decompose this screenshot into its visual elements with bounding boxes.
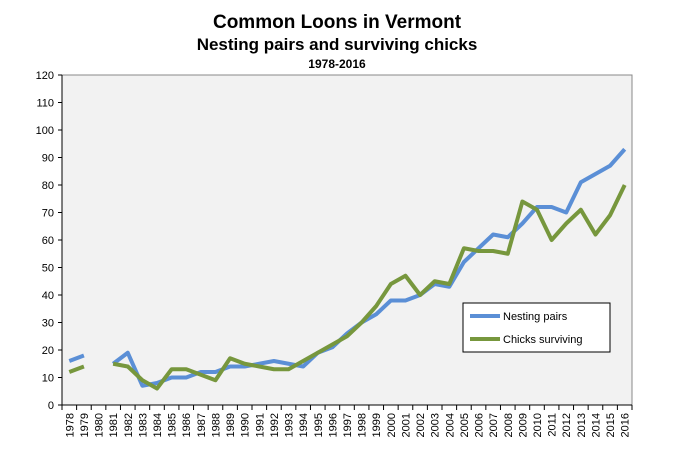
x-tick-label: 2010 — [532, 413, 544, 437]
x-tick-label: 2016 — [620, 413, 632, 437]
x-tick-label: 2011 — [547, 413, 559, 437]
x-tick-label: 1991 — [254, 413, 266, 437]
x-tick-label: 1998 — [357, 413, 369, 437]
x-tick-label: 2008 — [503, 413, 515, 437]
x-tick-label: 1986 — [181, 413, 193, 437]
x-tick-label: 1980 — [94, 413, 106, 437]
chart-year-range: 1978-2016 — [308, 57, 366, 71]
x-tick-label: 2013 — [576, 413, 588, 437]
y-tick-label: 110 — [36, 98, 54, 110]
y-tick-label: 40 — [42, 290, 54, 302]
x-tick-label: 1997 — [342, 413, 354, 437]
x-tick-label: 1999 — [371, 413, 383, 437]
x-tick-label: 2000 — [386, 413, 398, 437]
chart-title: Common Loons in Vermont — [212, 12, 462, 33]
legend: Nesting pairs Chicks surviving — [462, 302, 611, 353]
x-tick-label: 2009 — [517, 413, 529, 437]
x-tick-label: 1989 — [225, 413, 237, 437]
x-tick-label: 1984 — [152, 413, 164, 437]
y-tick-label: 100 — [36, 125, 54, 137]
x-tick-label: 1990 — [240, 413, 252, 437]
x-tick-label: 1987 — [196, 413, 208, 437]
x-tick-label: 2005 — [459, 413, 471, 437]
x-tick-label: 1995 — [313, 413, 325, 437]
x-tick-label: 1982 — [123, 413, 135, 437]
x-tick-label: 1981 — [108, 413, 120, 437]
x-tick-label: 1993 — [284, 413, 296, 437]
plot-area — [61, 74, 633, 406]
y-tick-label: 0 — [48, 400, 54, 412]
series-line — [68, 353, 85, 363]
x-tick-label: 2015 — [605, 413, 617, 437]
legend-label: Nesting pairs — [503, 311, 568, 323]
x-tick-label: 1988 — [210, 413, 222, 437]
x-tick-label: 1992 — [269, 413, 281, 437]
x-tick-label: 1978 — [64, 413, 76, 437]
x-tick-label: 1994 — [298, 413, 310, 437]
x-tick-label: 2006 — [474, 413, 486, 437]
y-tick-label: 30 — [42, 318, 54, 330]
y-tick-label: 10 — [42, 373, 54, 385]
y-tick-label: 20 — [42, 345, 54, 357]
y-tick-label: 120 — [36, 70, 54, 82]
x-tick-label: 1996 — [327, 413, 339, 437]
x-tick-label: 2007 — [488, 413, 500, 437]
x-tick-label: 1979 — [79, 413, 91, 437]
chart-subtitle: Nesting pairs and surviving chicks — [196, 35, 478, 54]
x-tick-label: 2012 — [561, 413, 573, 437]
x-tick-label: 1985 — [167, 413, 179, 437]
y-tick-label: 70 — [42, 208, 54, 220]
y-tick-label: 60 — [42, 235, 54, 247]
series-line — [68, 364, 85, 374]
x-tick-label: 2001 — [400, 413, 412, 437]
series-line — [112, 184, 627, 391]
legend-label: Chicks surviving — [503, 334, 582, 346]
x-tick-label: 1983 — [137, 413, 149, 437]
y-tick-label: 80 — [42, 180, 54, 192]
legend-box — [462, 302, 611, 353]
x-tick-label: 2014 — [590, 413, 602, 437]
series-chicks-surviving — [68, 184, 627, 391]
y-tick-label: 90 — [42, 153, 54, 165]
x-tick-label: 2002 — [415, 413, 427, 437]
x-tick-label: 2004 — [444, 413, 456, 437]
y-tick-label: 50 — [42, 263, 54, 275]
x-tick-label: 2003 — [430, 413, 442, 437]
